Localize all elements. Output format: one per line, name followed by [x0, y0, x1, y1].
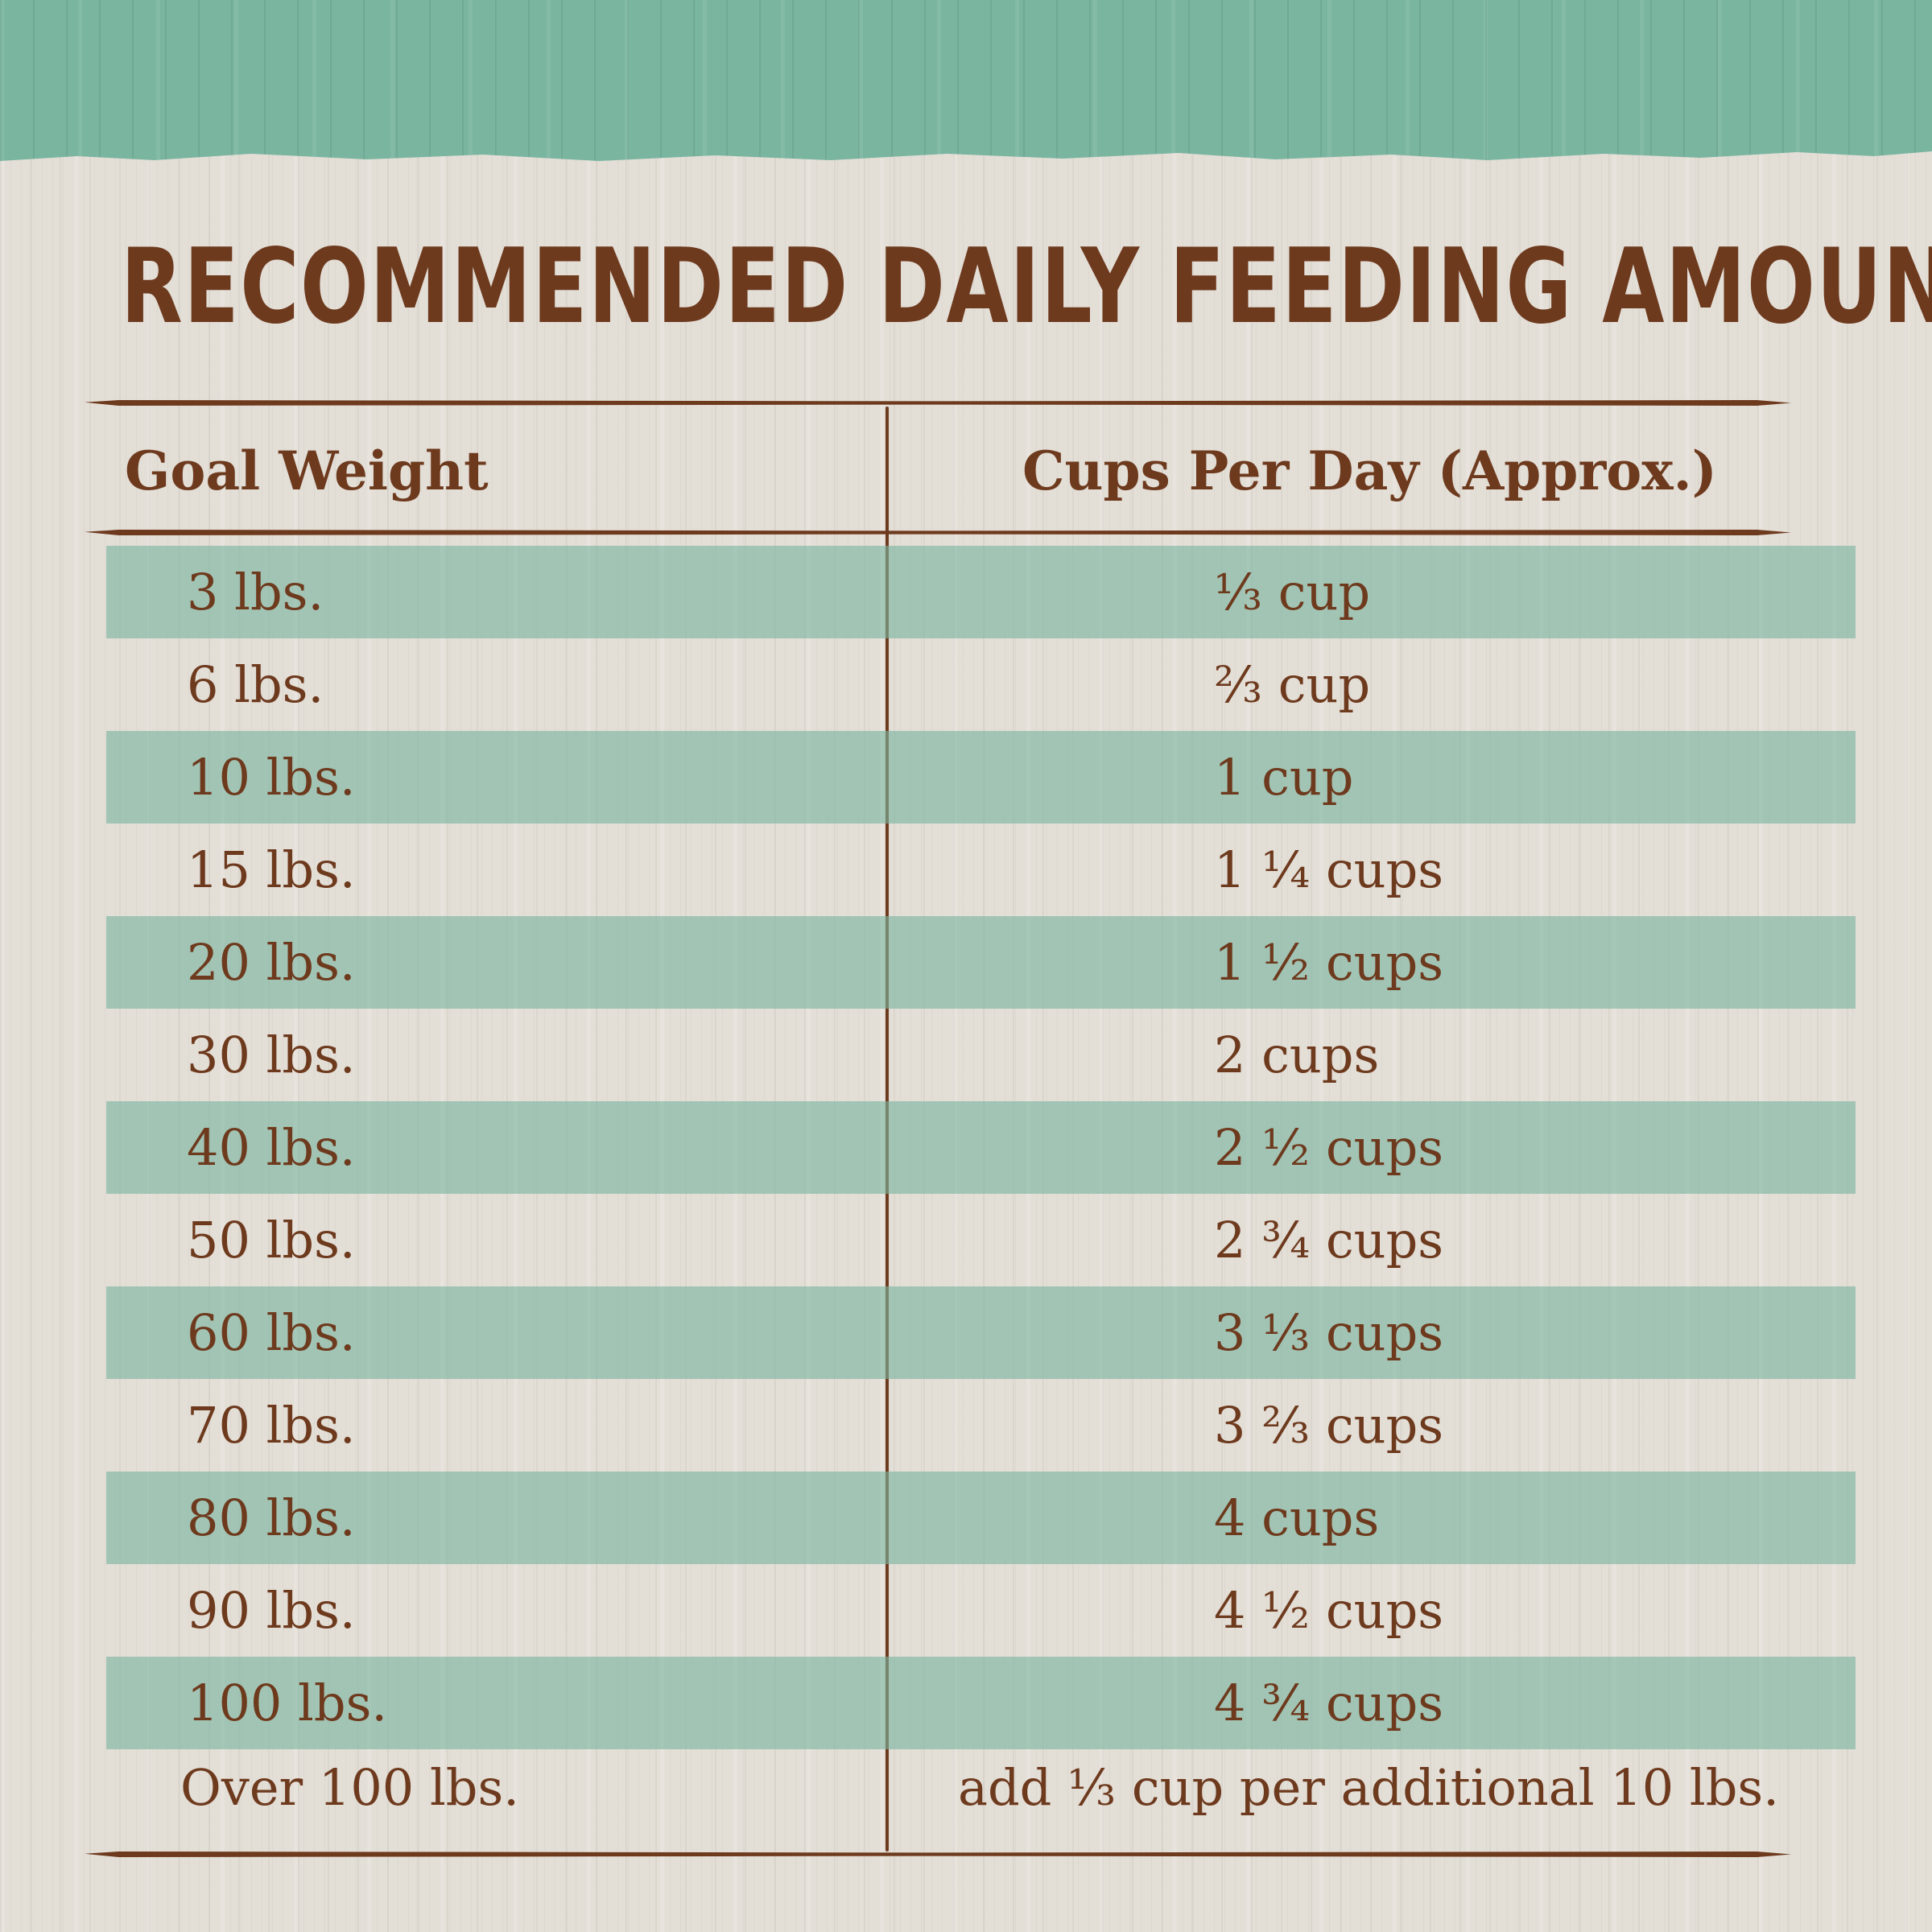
table-row: 10 lbs. 1 cup [0, 731, 1932, 824]
cups-cell: 4 cups [1214, 1488, 1380, 1547]
weight-cell: 6 lbs. [187, 655, 324, 714]
table-row: 20 lbs. 1 ½ cups [0, 916, 1932, 1009]
cups-cell: 4 ½ cups [1214, 1581, 1444, 1640]
table-row: 50 lbs. 2 ¾ cups [0, 1194, 1932, 1286]
table-row: 15 lbs. 1 ¼ cups [0, 824, 1932, 916]
header-cups-per-day: Cups Per Day (Approx.) [1022, 440, 1717, 502]
weight-cell: 20 lbs. [187, 933, 356, 992]
cups-cell: 1 ¼ cups [1214, 840, 1444, 899]
table-row: Over 100 lbs. add ⅓ cup per additional 1… [0, 1741, 1932, 1834]
page-title: RECOMMENDED DAILY FEEDING AMOUNTS: [121, 227, 1932, 347]
weight-cell: 40 lbs. [187, 1118, 356, 1177]
cups-cell: 2 ¾ cups [1214, 1211, 1444, 1269]
table-row: 100 lbs. 4 ¾ cups [0, 1657, 1932, 1749]
cups-cell: 3 ⅔ cups [1214, 1396, 1444, 1455]
cups-cell: add ⅓ cup per additional 10 lbs. [958, 1758, 1779, 1817]
weight-cell: 10 lbs. [187, 748, 356, 807]
table-row: 30 lbs. 2 cups [0, 1009, 1932, 1101]
cups-cell: 2 ½ cups [1214, 1118, 1444, 1177]
weight-cell: 30 lbs. [187, 1026, 356, 1084]
cups-cell: 2 cups [1214, 1026, 1380, 1084]
weight-cell: Over 100 lbs. [180, 1758, 519, 1817]
weight-cell: 70 lbs. [187, 1396, 356, 1455]
table-top-rule [85, 400, 1791, 406]
cups-cell: ⅓ cup [1214, 563, 1371, 621]
cups-cell: 4 ¾ cups [1214, 1674, 1444, 1732]
table-row: 80 lbs. 4 cups [0, 1472, 1932, 1564]
weight-cell: 80 lbs. [187, 1488, 356, 1547]
weight-cell: 15 lbs. [187, 840, 356, 899]
header-goal-weight: Goal Weight [125, 440, 489, 502]
weight-cell: 60 lbs. [187, 1303, 356, 1362]
cups-cell: 1 ½ cups [1214, 933, 1444, 992]
cups-cell: 1 cup [1214, 748, 1354, 807]
table-row: 3 lbs. ⅓ cup [0, 546, 1932, 638]
weight-cell: 3 lbs. [187, 563, 324, 621]
table-row: 60 lbs. 3 ⅓ cups [0, 1286, 1932, 1379]
top-color-band [0, 0, 1932, 161]
table-row: 40 lbs. 2 ½ cups [0, 1101, 1932, 1194]
weight-cell: 50 lbs. [187, 1211, 356, 1269]
weight-cell: 90 lbs. [187, 1581, 356, 1640]
table-row: 70 lbs. 3 ⅔ cups [0, 1379, 1932, 1472]
table-row: 6 lbs. ⅔ cup [0, 638, 1932, 731]
weight-cell: 100 lbs. [187, 1674, 388, 1732]
cups-cell: ⅔ cup [1214, 655, 1371, 714]
table-bottom-rule [85, 1852, 1791, 1857]
table-header-rule [85, 530, 1791, 535]
table-row: 90 lbs. 4 ½ cups [0, 1564, 1932, 1657]
cups-cell: 3 ⅓ cups [1214, 1303, 1444, 1362]
